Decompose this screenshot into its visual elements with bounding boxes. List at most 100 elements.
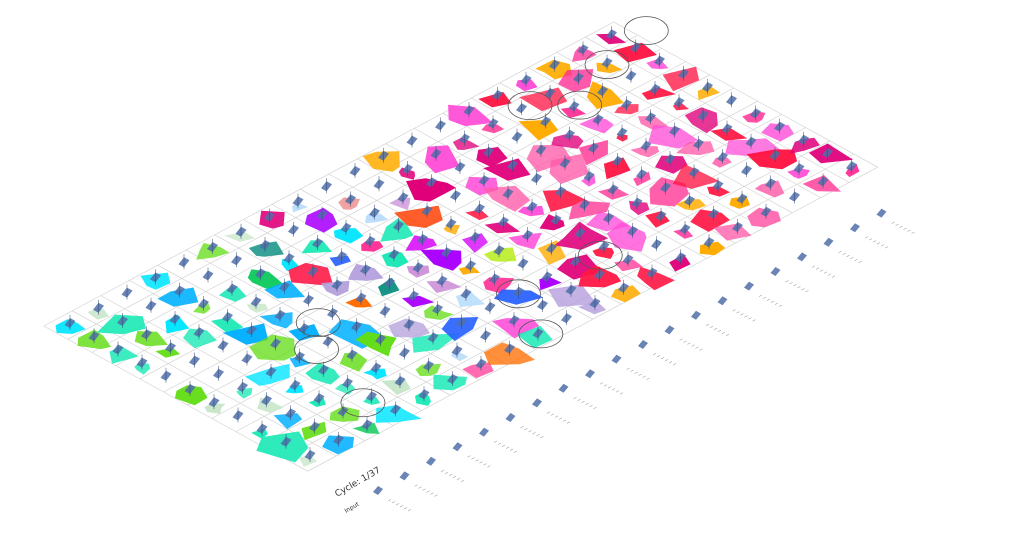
cluster-blob <box>515 79 538 92</box>
input-tick <box>872 240 877 243</box>
input-tick <box>895 223 899 226</box>
input-tick <box>762 296 767 299</box>
cluster-blob <box>592 247 615 259</box>
cluster-blob <box>542 189 589 212</box>
input-tick <box>603 384 608 387</box>
cluster-blob <box>333 228 364 244</box>
input-tick <box>805 290 809 293</box>
highlight-ring <box>584 50 630 79</box>
input-tick <box>483 463 487 466</box>
input-glyph <box>611 354 622 364</box>
input-tick <box>395 503 400 506</box>
input-tick <box>615 390 620 393</box>
input-tick <box>721 331 726 335</box>
input-tick <box>475 459 479 462</box>
input-glyph <box>426 456 436 466</box>
input-tick <box>434 494 438 497</box>
cluster-blob <box>586 81 624 109</box>
input-glyph <box>770 267 781 276</box>
input-tick <box>387 499 392 502</box>
input-tick <box>430 492 434 495</box>
input-tick <box>766 298 771 301</box>
input-tick <box>619 392 624 395</box>
cluster-blob <box>754 180 785 198</box>
input-tick <box>497 442 502 445</box>
input-glyph <box>691 310 701 320</box>
cluster-blob <box>672 163 720 189</box>
highlight-ring <box>518 319 564 349</box>
cluster-blob <box>339 353 368 372</box>
input-tick <box>546 411 551 414</box>
cluster-blob <box>517 325 553 349</box>
cluster-blob <box>381 251 409 268</box>
cluster-blob <box>699 241 726 256</box>
cluster-blob <box>183 328 217 349</box>
cluster-blob <box>259 312 293 329</box>
cluster-blob <box>662 66 700 92</box>
input-tick <box>793 284 797 287</box>
input-tick <box>740 313 744 316</box>
input-tick <box>823 271 828 274</box>
input-tick <box>505 446 510 449</box>
cluster-blob <box>560 107 586 119</box>
cluster-blob <box>845 164 860 178</box>
grid-line <box>186 249 451 396</box>
cluster-blob <box>299 455 318 467</box>
cluster-blob <box>517 205 545 217</box>
input-glyph <box>823 237 834 247</box>
cluster-blob <box>204 403 226 414</box>
cluster-blob <box>535 59 572 80</box>
input-tick <box>626 367 630 370</box>
cluster-blob <box>375 405 422 423</box>
input-tick <box>664 359 669 362</box>
input-tick <box>778 304 783 307</box>
input-tick <box>876 242 881 245</box>
cluster-blob <box>648 124 698 149</box>
node-glyphs <box>64 26 857 462</box>
cluster-blob <box>218 286 247 302</box>
cluster-blob <box>712 157 732 168</box>
cluster-blob <box>381 379 411 395</box>
cluster-blob <box>673 228 694 239</box>
grid-line <box>442 112 707 259</box>
input-tick <box>440 469 445 473</box>
cluster-blob <box>424 145 460 174</box>
cluster-blob <box>519 87 568 112</box>
cluster-blob <box>248 241 284 257</box>
grid-line <box>357 158 622 305</box>
input-tick <box>854 258 858 262</box>
cluster-blob <box>426 280 462 293</box>
cluster-blob <box>465 209 489 221</box>
input-tick <box>736 311 740 314</box>
input-tick <box>460 479 465 483</box>
highlight-ring <box>340 388 386 418</box>
input-tick <box>399 505 404 508</box>
input-tick <box>426 490 430 493</box>
input-tick <box>418 486 422 489</box>
cluster-blob <box>481 124 505 134</box>
input-tick <box>679 338 683 341</box>
input-tick <box>695 346 699 349</box>
cluster-blob <box>645 211 670 228</box>
cluster-blob <box>614 259 643 272</box>
input-tick <box>467 455 471 458</box>
cluster-blob <box>289 356 311 368</box>
input-tick <box>520 426 524 429</box>
grid-line <box>385 143 650 290</box>
input-tick <box>774 302 779 305</box>
input-tick <box>831 275 836 278</box>
input-tick <box>683 340 687 343</box>
input-tick <box>656 355 661 358</box>
cluster-blob <box>155 347 181 358</box>
cluster-blob <box>630 146 660 158</box>
input-tick <box>880 244 885 247</box>
cluster-blob <box>596 33 627 45</box>
input-tick <box>884 246 889 249</box>
cluster-blob <box>483 247 517 262</box>
input-tick <box>868 238 873 241</box>
cluster-blob <box>676 141 715 156</box>
input-tick <box>607 386 612 389</box>
input-glyph <box>664 325 675 335</box>
input-tick <box>532 432 536 435</box>
